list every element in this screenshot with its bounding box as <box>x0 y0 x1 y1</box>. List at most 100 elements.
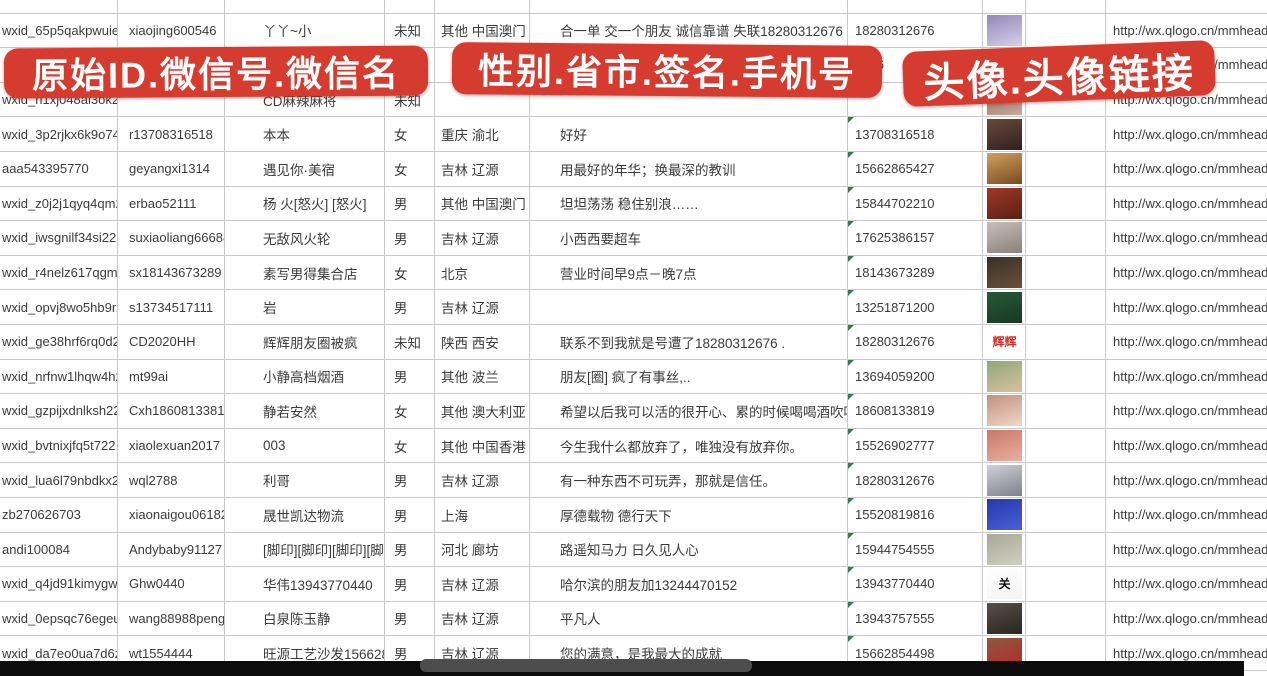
cell-avatar-url[interactable]: http://wx.qlogo.cn/mmhead <box>1106 256 1267 290</box>
cell-original-id[interactable]: wxid_65p5qakpwuie22 <box>0 13 118 48</box>
cell-avatar-url[interactable]: http://wx.qlogo.cn/mmhead <box>1106 567 1267 601</box>
cell-wechat-name[interactable] <box>225 0 385 13</box>
cell-province[interactable]: 陕西 西安 <box>435 324 530 359</box>
cell-phone[interactable]: 15662854498 <box>848 636 983 670</box>
cell-wechat-name[interactable]: 杨 火[怒火] [怒火] <box>225 186 385 221</box>
cell-empty[interactable] <box>1026 428 1106 463</box>
cell-phone[interactable]: 15944754555 <box>848 532 983 567</box>
cell-wechat-name[interactable]: 旺源工艺沙发15662854 <box>225 636 385 670</box>
cell-empty[interactable] <box>1026 221 1106 255</box>
cell-wechat-name[interactable]: 遇见你·美宿 <box>225 151 385 186</box>
cell-wechat-id[interactable]: erbao52111 <box>118 186 225 221</box>
cell-gender[interactable]: 女 <box>385 255 435 290</box>
cell-avatar-url[interactable]: http://wx.qlogo.cn/mmhead <box>1106 602 1267 636</box>
cell-wechat-name[interactable]: 003 <box>225 428 385 463</box>
cell-phone[interactable]: 13694059200 <box>848 359 983 394</box>
cell-avatar-url[interactable] <box>1106 0 1267 13</box>
cell-wechat-name[interactable]: 本本 <box>225 117 385 151</box>
cell-phone[interactable]: 13943757555 <box>848 601 983 636</box>
cell-gender[interactable]: 男 <box>385 359 435 394</box>
cell-gender[interactable]: 男 <box>385 186 435 221</box>
cell-signature[interactable]: 路遥知马力 日久见人心 <box>530 532 848 567</box>
cell-empty[interactable] <box>1026 532 1106 567</box>
cell-province[interactable]: 其他 中国澳门 <box>435 186 530 221</box>
cell-gender[interactable]: 男 <box>385 532 435 567</box>
cell-phone[interactable]: 18280312676 <box>848 324 983 359</box>
cell-wechat-name[interactable]: 丫丫~小 <box>225 13 385 48</box>
cell-gender[interactable]: 女 <box>385 151 435 186</box>
cell-wechat-id[interactable]: Ghw0440 <box>118 567 225 601</box>
cell-avatar-url[interactable]: http://wx.qlogo.cn/mmhead <box>1106 463 1267 497</box>
cell-wechat-id[interactable] <box>118 82 225 117</box>
cell-gender[interactable]: 男 <box>385 290 435 324</box>
cell-province[interactable]: 吉林 辽源 <box>435 221 530 255</box>
cell-signature[interactable]: 坦坦荡荡 稳住别浪…… <box>530 186 848 221</box>
cell-empty[interactable] <box>1026 290 1106 324</box>
cell-wechat-name[interactable]: 静若安然 <box>225 394 385 428</box>
cell-avatar[interactable]: 关 <box>983 567 1026 601</box>
cell-province[interactable]: 上海 <box>435 497 530 532</box>
cell-wechat-id[interactable]: Andybaby91127 <box>118 532 225 567</box>
cell-gender[interactable]: 男 <box>385 221 435 255</box>
cell-original-id[interactable] <box>0 0 118 13</box>
cell-empty[interactable] <box>1026 117 1106 151</box>
cell-phone[interactable]: 13251871200 <box>848 290 983 324</box>
cell-phone[interactable]: 18608133819 <box>848 394 983 428</box>
cell-wechat-id[interactable]: wang88988peng <box>118 601 225 636</box>
cell-avatar-url[interactable]: http://wx.qlogo.cn/mmhead <box>1106 533 1267 567</box>
cell-province[interactable]: 其他 波兰 <box>435 359 530 394</box>
cell-phone[interactable]: 15662865427 <box>848 151 983 186</box>
cell-province[interactable]: 吉林 辽源 <box>435 636 530 670</box>
cell-wechat-id[interactable]: s13734517111 <box>118 290 225 324</box>
cell-wechat-id[interactable] <box>118 0 225 13</box>
cell-wechat-name[interactable]: 华伟13943770440 <box>225 567 385 601</box>
cell-province[interactable]: 吉林 辽源 <box>435 601 530 636</box>
cell-gender[interactable] <box>385 48 435 82</box>
cell-gender[interactable]: 男 <box>385 567 435 601</box>
cell-phone[interactable]: 13943770440 <box>848 567 983 601</box>
cell-wechat-id[interactable]: r13708316518 <box>118 117 225 151</box>
cell-empty[interactable] <box>1026 151 1106 186</box>
cell-signature[interactable]: 用最好的年华；换最深的教训 <box>530 151 848 186</box>
cell-wechat-id[interactable]: geyangxi1314 <box>118 151 225 186</box>
cell-avatar-url[interactable]: http://wx.qlogo.cn/mmhead <box>1106 187 1267 221</box>
cell-wechat-name[interactable]: 小静高档烟酒 <box>225 359 385 394</box>
cell-province[interactable]: 北京 <box>435 255 530 290</box>
cell-original-id[interactable]: wxid_lua6l79nbdkx21 <box>0 463 118 497</box>
cell-phone[interactable]: 15526902777 <box>848 428 983 463</box>
cell-signature[interactable] <box>530 82 848 117</box>
cell-avatar[interactable] <box>983 221 1026 255</box>
cell-avatar[interactable] <box>983 290 1026 324</box>
cell-empty[interactable] <box>1026 13 1106 48</box>
cell-phone[interactable]: 18143673289 <box>848 255 983 290</box>
cell-avatar-url[interactable]: http://wx.qlogo.cn/mmhead <box>1106 14 1267 48</box>
cell-empty[interactable] <box>1026 0 1106 13</box>
cell-phone[interactable]: 15844702210 <box>848 186 983 221</box>
cell-signature[interactable]: 今生我什么都放弃了，唯独没有放弃你。 <box>530 428 848 463</box>
cell-original-id[interactable]: wxid_0epsqc76egeu22 <box>0 601 118 636</box>
cell-wechat-id[interactable]: xiaonaigou061827 <box>118 497 225 532</box>
cell-avatar[interactable] <box>983 497 1026 532</box>
cell-empty[interactable] <box>1026 567 1106 601</box>
cell-wechat-id[interactable]: wt1554444 <box>118 636 225 670</box>
cell-signature[interactable]: 厚德载物 德行天下 <box>530 497 848 532</box>
cell-original-id[interactable]: wxid_gzpijxdnlksh22 <box>0 394 118 428</box>
cell-wechat-name[interactable]: 无敌风火轮 <box>225 221 385 255</box>
cell-province[interactable]: 吉林 辽源 <box>435 567 530 601</box>
cell-avatar-url[interactable]: http://wx.qlogo.cn/mmhead <box>1106 221 1267 255</box>
cell-phone[interactable]: 15520819816 <box>848 497 983 532</box>
cell-empty[interactable] <box>1026 186 1106 221</box>
cell-gender[interactable]: 男 <box>385 497 435 532</box>
cell-avatar[interactable] <box>983 255 1026 290</box>
cell-wechat-id[interactable]: mt99ai <box>118 359 225 394</box>
cell-phone[interactable] <box>848 0 983 13</box>
cell-wechat-name[interactable]: [脚印][脚印][脚印][脚印 <box>225 532 385 567</box>
cell-wechat-name[interactable]: 利哥 <box>225 463 385 497</box>
cell-original-id[interactable]: zb270626703 <box>0 497 118 532</box>
cell-empty[interactable] <box>1026 497 1106 532</box>
cell-province[interactable]: 河北 廊坊 <box>435 532 530 567</box>
cell-gender[interactable]: 男 <box>385 601 435 636</box>
cell-original-id[interactable]: wxid_z0j2j1qyq4qm22 <box>0 186 118 221</box>
cell-avatar[interactable] <box>983 532 1026 567</box>
cell-original-id[interactable]: wxid_iwsgnilf34si22 <box>0 221 118 255</box>
